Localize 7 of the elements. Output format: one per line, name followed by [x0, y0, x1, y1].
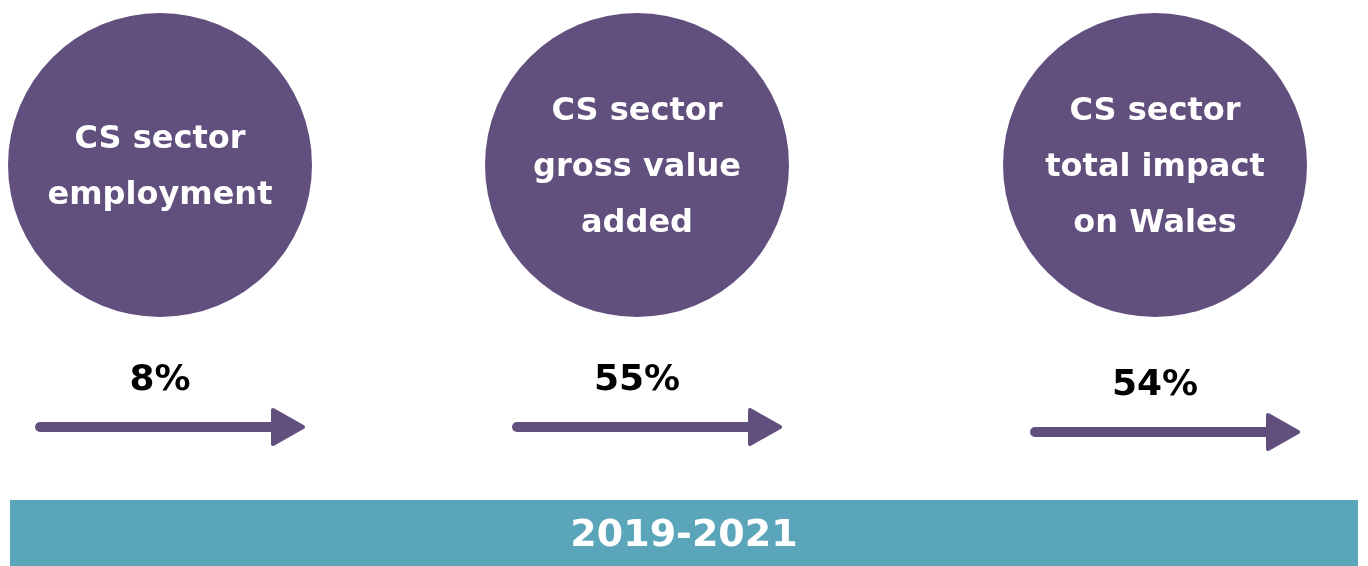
- text: 2019-2021: [10, 500, 1358, 566]
- data-label: 55%: [592, 357, 682, 398]
- category-label: CS sector gross value added: [532, 89, 742, 242]
- category-label: CS sector total impact on Wales: [1044, 89, 1266, 242]
- category-label: CS sector employment: [46, 117, 274, 214]
- data-label: 8%: [128, 357, 192, 398]
- data-label: 54%: [1110, 362, 1200, 403]
